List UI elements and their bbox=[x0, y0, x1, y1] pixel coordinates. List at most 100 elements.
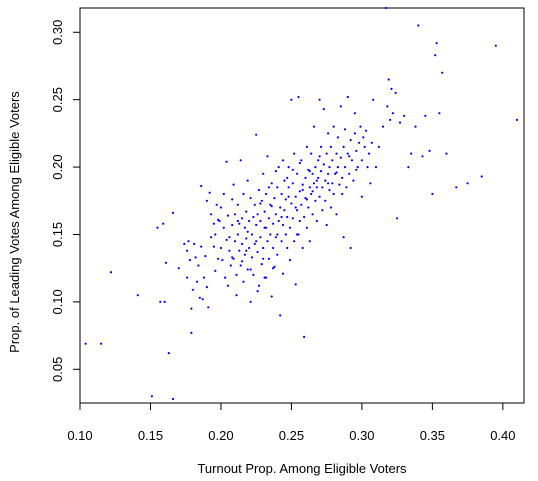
data-point bbox=[284, 198, 287, 201]
data-point bbox=[279, 314, 282, 317]
data-point bbox=[238, 222, 241, 225]
data-point bbox=[281, 223, 285, 227]
data-point bbox=[362, 136, 365, 139]
data-point bbox=[239, 159, 242, 162]
data-point bbox=[348, 155, 351, 158]
data-point bbox=[293, 152, 296, 155]
data-point bbox=[312, 125, 316, 128]
data-point bbox=[331, 182, 334, 185]
data-point bbox=[311, 172, 314, 175]
data-point bbox=[262, 172, 265, 175]
data-point bbox=[248, 219, 251, 223]
data-point bbox=[339, 105, 342, 108]
x-tick-label: 0.35 bbox=[420, 428, 445, 443]
data-point bbox=[293, 240, 296, 243]
x-tick-label: 0.30 bbox=[349, 428, 374, 443]
data-point bbox=[319, 145, 323, 148]
data-point bbox=[321, 186, 324, 189]
data-point bbox=[186, 276, 189, 279]
data-point bbox=[269, 233, 272, 236]
data-point bbox=[366, 166, 369, 169]
data-point bbox=[183, 242, 186, 245]
data-point bbox=[228, 249, 231, 252]
data-point bbox=[327, 172, 330, 175]
data-point bbox=[300, 159, 303, 162]
data-point bbox=[341, 176, 344, 179]
data-point bbox=[273, 265, 276, 268]
data-point bbox=[250, 233, 254, 236]
data-point bbox=[297, 95, 300, 99]
data-point bbox=[259, 202, 262, 205]
data-point bbox=[332, 192, 335, 196]
data-point bbox=[298, 190, 301, 193]
data-point bbox=[242, 192, 245, 196]
data-point bbox=[466, 182, 469, 185]
data-point bbox=[414, 125, 417, 128]
data-point bbox=[246, 179, 249, 182]
data-point bbox=[305, 198, 308, 201]
data-point bbox=[256, 290, 259, 293]
data-point bbox=[396, 217, 399, 220]
data-point bbox=[310, 192, 313, 196]
data-point bbox=[294, 206, 297, 209]
data-point bbox=[212, 245, 215, 248]
data-point bbox=[207, 306, 210, 309]
data-point bbox=[291, 168, 294, 171]
data-point bbox=[214, 269, 217, 272]
y-tick-label: 0.20 bbox=[50, 154, 65, 179]
data-point bbox=[353, 132, 356, 135]
data-point bbox=[265, 192, 268, 196]
data-point bbox=[424, 114, 427, 117]
data-point bbox=[434, 54, 437, 57]
data-point bbox=[177, 267, 180, 270]
data-point bbox=[314, 166, 317, 169]
data-point bbox=[322, 163, 325, 166]
data-point bbox=[381, 125, 385, 128]
data-point bbox=[221, 259, 224, 262]
data-point bbox=[253, 203, 256, 206]
data-point bbox=[301, 188, 304, 192]
data-point bbox=[231, 223, 234, 227]
data-point bbox=[276, 186, 279, 189]
data-point bbox=[353, 112, 356, 115]
data-point bbox=[159, 300, 162, 303]
data-point bbox=[355, 149, 358, 152]
data-point bbox=[266, 155, 269, 158]
data-point bbox=[263, 276, 266, 279]
data-point bbox=[198, 296, 201, 299]
data-point bbox=[315, 219, 318, 223]
y-axis: 0.05 0.10 0.15 0.20 0.25 0.30 bbox=[50, 20, 80, 382]
data-point bbox=[241, 242, 244, 245]
data-point bbox=[308, 170, 311, 173]
data-point bbox=[304, 197, 307, 200]
data-point bbox=[197, 264, 200, 267]
y-axis-title: Prop. of Leading Votes Among Eligible Vo… bbox=[7, 91, 22, 353]
data-point bbox=[343, 166, 347, 169]
data-point bbox=[205, 286, 208, 289]
data-point bbox=[229, 264, 232, 267]
data-point bbox=[428, 149, 431, 152]
data-point bbox=[331, 159, 334, 162]
data-point bbox=[310, 152, 313, 155]
data-point bbox=[294, 283, 297, 286]
data-point bbox=[231, 198, 234, 201]
data-point bbox=[335, 171, 338, 174]
data-point bbox=[210, 236, 213, 239]
data-point bbox=[243, 226, 246, 229]
data-point bbox=[263, 210, 266, 213]
data-point bbox=[255, 223, 258, 227]
data-point bbox=[296, 233, 299, 236]
data-point bbox=[327, 182, 330, 185]
data-point bbox=[162, 222, 165, 225]
data-point bbox=[389, 118, 392, 121]
data-point bbox=[372, 98, 375, 101]
data-point bbox=[338, 183, 341, 186]
data-point bbox=[186, 249, 189, 252]
data-point bbox=[245, 210, 248, 213]
data-point bbox=[236, 203, 239, 206]
data-point bbox=[241, 217, 244, 220]
data-point bbox=[156, 226, 159, 229]
y-tick-label: 0.15 bbox=[50, 222, 65, 247]
data-point bbox=[190, 331, 193, 334]
data-point bbox=[441, 71, 444, 74]
